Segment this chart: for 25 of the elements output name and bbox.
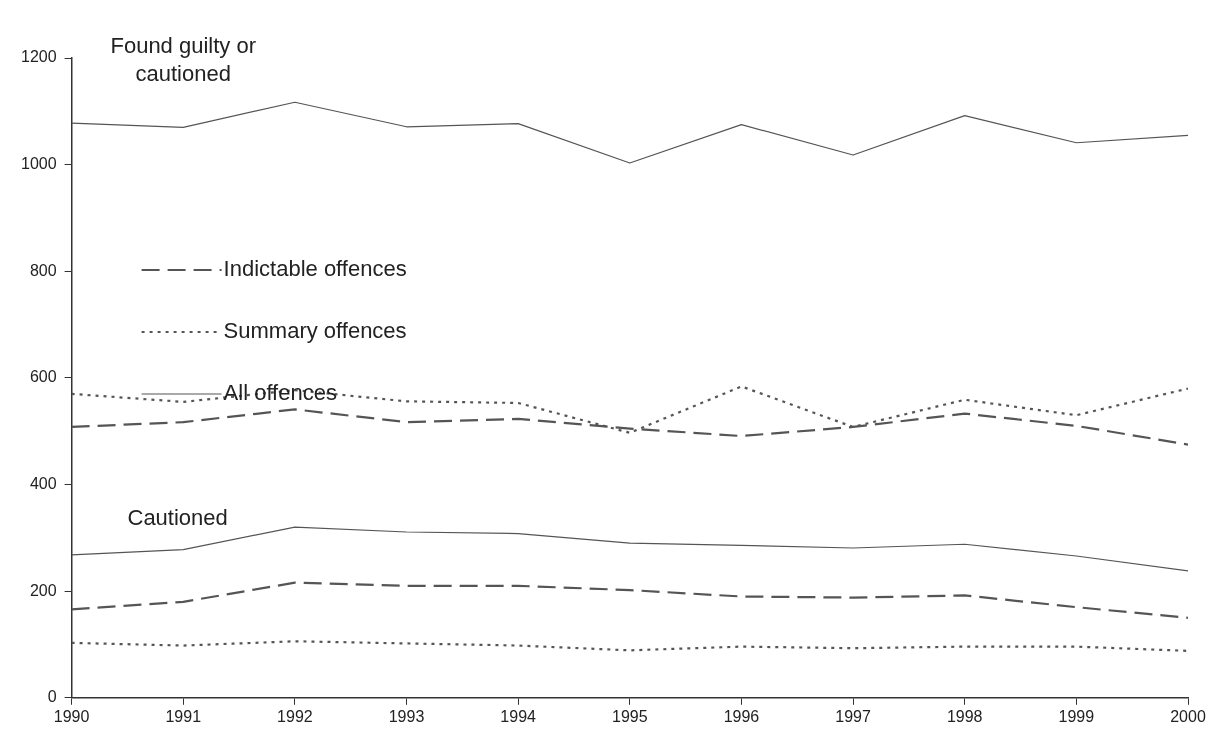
line-series [71, 640, 1188, 652]
annotation: Cautioned [127, 504, 228, 530]
x-tick-label: 1998 [946, 707, 983, 725]
x-tick-label: 1995 [612, 707, 648, 725]
y-tick-label: 0 [47, 688, 57, 706]
legend-label: Summary offences [223, 318, 407, 344]
y-tick-label: 600 [29, 368, 57, 386]
y-tick-label: 200 [29, 581, 57, 599]
annotation: Found guilty or cautioned [110, 33, 256, 87]
x-tick-label: 1990 [53, 707, 90, 725]
x-tick-label: 1996 [723, 707, 760, 725]
x-tick-label: 2000 [1170, 707, 1206, 725]
y-tick-label: 1000 [21, 155, 57, 173]
y-tick-label: 400 [29, 474, 57, 492]
line-series [71, 581, 1188, 619]
y-tick-label: 1200 [21, 48, 57, 66]
y-tick-label: 800 [29, 261, 57, 279]
x-tick-label: 1994 [500, 707, 537, 725]
x-tick-label: 1999 [1058, 707, 1095, 725]
legend-label: All offences [223, 380, 337, 406]
x-tick-label: 1997 [835, 707, 871, 725]
x-tick-label: 1992 [277, 707, 313, 725]
x-tick-label: 1993 [388, 707, 425, 725]
legend-label: Indictable offences [223, 256, 407, 282]
x-tick-label: 1991 [165, 707, 202, 725]
